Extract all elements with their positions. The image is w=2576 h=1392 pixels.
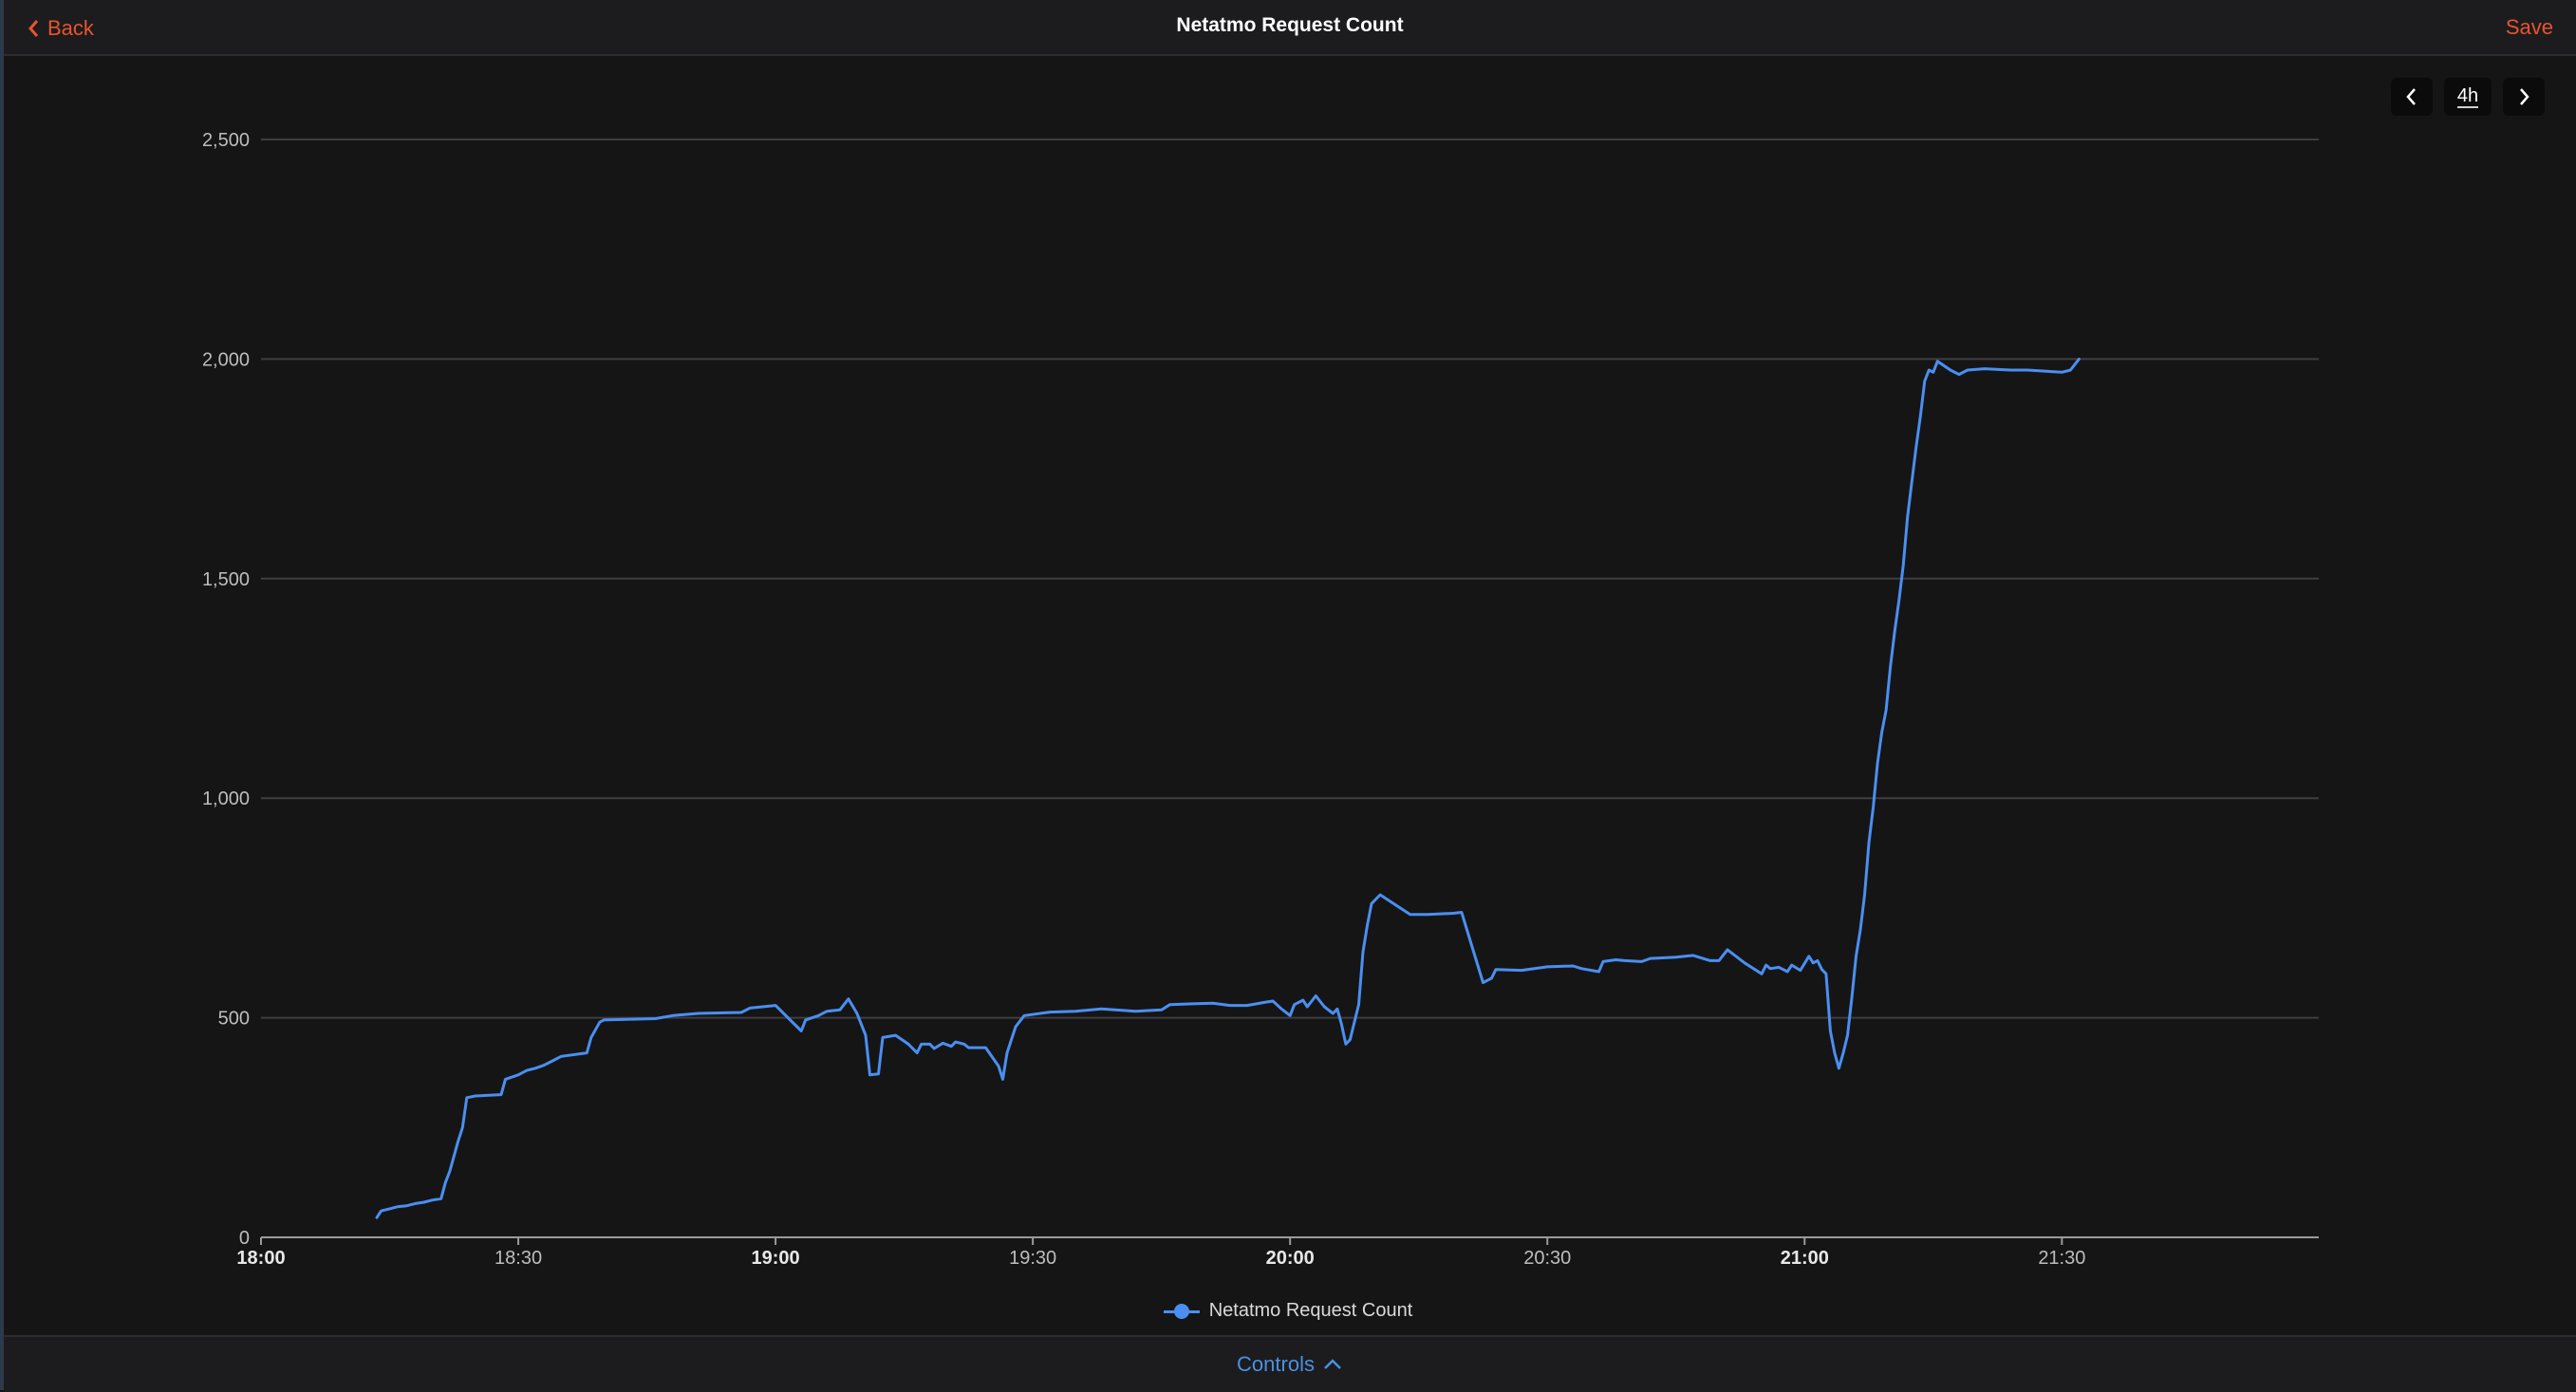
legend-label: Netatmo Request Count	[1208, 1300, 1413, 1321]
next-range-button[interactable]	[2503, 78, 2545, 116]
chevron-up-icon	[1324, 1359, 1341, 1369]
previous-range-button[interactable]	[2391, 78, 2433, 116]
controls-label: Controls	[1237, 1352, 1315, 1376]
x-tick-label: 21:00	[1781, 1248, 1829, 1269]
x-tick-label: 18:30	[495, 1248, 542, 1269]
x-tick-label: 19:30	[1009, 1248, 1056, 1269]
x-tick-label: 21:30	[2038, 1248, 2085, 1269]
chevron-right-icon	[2520, 88, 2529, 105]
y-tick-label: 2,500	[202, 130, 250, 151]
page-title: Netatmo Request Count	[1176, 14, 1404, 36]
grid-lines	[261, 139, 2319, 1019]
legend-marker	[1163, 1303, 1200, 1319]
back-label: Back	[47, 16, 94, 40]
x-axis-ticks: 18:00 18:30 19:00 19:30 20:00 20:30 21:00 21:30	[236, 1237, 2085, 1269]
save-button[interactable]: Save	[2505, 15, 2553, 39]
series-line	[375, 357, 2081, 1219]
series-layer	[375, 357, 2081, 1219]
x-tick-label: 20:30	[1523, 1248, 1571, 1269]
y-tick-label: 2,000	[202, 349, 250, 370]
range-controls: 4h	[2391, 78, 2545, 116]
header-bar: Back Netatmo Request Count Save	[4, 0, 2576, 56]
x-tick-label: 19:00	[752, 1248, 800, 1269]
y-tick-label: 1,500	[202, 569, 250, 590]
chevron-left-icon	[2406, 88, 2416, 105]
window-edge	[0, 0, 4, 1390]
chart-legend[interactable]: Netatmo Request Count	[0, 1300, 2576, 1322]
y-tick-label: 1,000	[202, 789, 250, 809]
x-tick-label: 20:00	[1266, 1248, 1315, 1269]
y-tick-label: 500	[218, 1009, 250, 1030]
range-selector[interactable]: 4h	[2444, 78, 2492, 116]
range-label: 4h	[2456, 85, 2479, 108]
y-axis-ticks: 0 500 1,000 1,500 2,000 2,500	[202, 130, 250, 1249]
back-button[interactable]: Back	[27, 12, 94, 45]
y-tick-label: 0	[239, 1228, 250, 1249]
x-tick-label: 18:00	[236, 1248, 285, 1269]
line-chart: 0 500 1,000 1,500 2,000 2,500 18:00 18:30 19:00…	[202, 130, 2319, 1269]
controls-toggle-button[interactable]: Controls	[4, 1352, 2576, 1377]
chevron-left-icon	[28, 20, 39, 37]
footer-bar: Controls	[4, 1335, 2576, 1392]
